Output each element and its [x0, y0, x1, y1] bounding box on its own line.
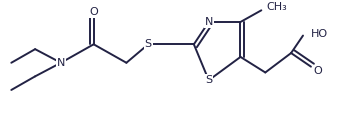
Text: S: S — [145, 39, 152, 49]
Text: O: O — [89, 7, 98, 17]
Text: O: O — [314, 65, 322, 75]
Text: CH₃: CH₃ — [266, 2, 287, 12]
Text: N: N — [57, 58, 65, 68]
Text: S: S — [205, 75, 212, 85]
Text: HO: HO — [311, 29, 328, 39]
Text: N: N — [205, 17, 213, 27]
